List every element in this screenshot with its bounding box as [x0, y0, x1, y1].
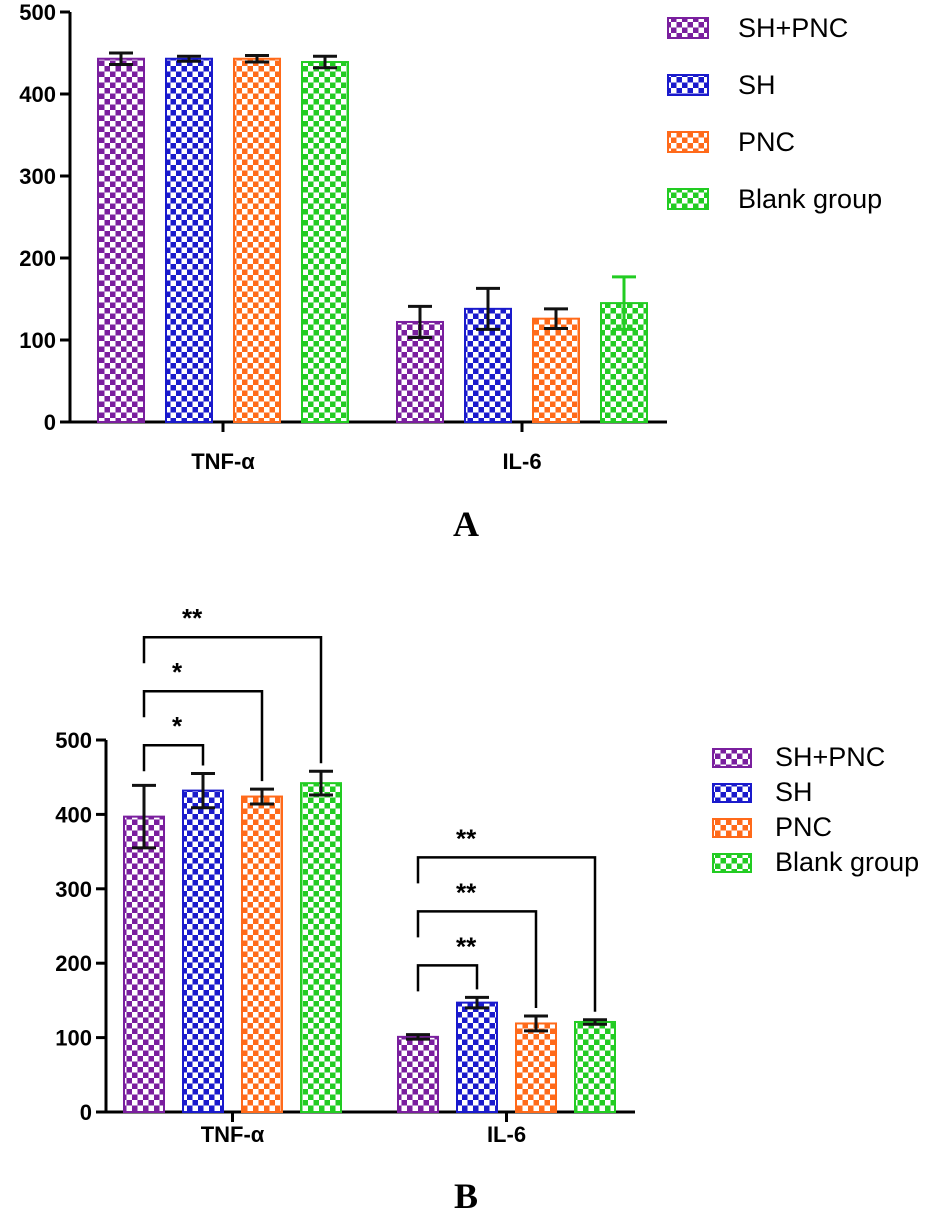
- panel-a-letter: A: [453, 504, 479, 544]
- category-label-tnf: TNF-α: [191, 449, 255, 474]
- legend-label-blank-group: Blank group: [738, 184, 882, 214]
- legend-label-sh-pnc: SH+PNC: [775, 742, 885, 772]
- y-tick-label: 500: [19, 0, 56, 25]
- bar-tnf-pnc: [233, 57, 281, 424]
- legend-label-sh: SH: [775, 777, 813, 807]
- legend-label-sh-pnc: SH+PNC: [738, 13, 848, 43]
- legend: SH+PNC SH PNC Blank group: [712, 742, 919, 877]
- bar-tnf-pnc: [241, 795, 283, 1113]
- y-tick-label: 400: [19, 82, 56, 107]
- legend-swatch-sh: [667, 74, 709, 96]
- bar-tnf-sh-pnc: [123, 815, 165, 1114]
- y-tick-label: 300: [19, 164, 56, 189]
- y-tick-label: 300: [55, 877, 92, 902]
- category-label-il-6: IL-6: [487, 1122, 526, 1147]
- bracket-line: [416, 910, 538, 1009]
- bracket-line: [142, 743, 205, 772]
- bar-il-6-pnc: [515, 1022, 557, 1113]
- legend-swatch-blank-group: [712, 853, 752, 873]
- legend-swatch-blank-group: [667, 188, 709, 210]
- bar-il-6-sh: [456, 1001, 498, 1114]
- y-tick-label: 400: [55, 802, 92, 827]
- bar-il-6-pnc: [532, 317, 580, 423]
- significance-bracket: *: [142, 711, 205, 772]
- bar-tnf-blank-group: [300, 782, 342, 1113]
- significance-label: **: [456, 877, 477, 907]
- y-tick-label: 500: [55, 728, 92, 753]
- significance-label: **: [456, 823, 477, 853]
- y-tick-label: 200: [19, 246, 56, 271]
- legend-label-pnc: PNC: [775, 812, 832, 842]
- bar-tnf-sh-pnc: [97, 57, 145, 424]
- category-label-tnf: TNF-α: [201, 1122, 265, 1147]
- legend-label-pnc: PNC: [738, 127, 795, 157]
- significance-bracket: **: [416, 931, 479, 992]
- bracket-line: [142, 689, 264, 782]
- bar-il-6-blank-group: [574, 1020, 616, 1114]
- y-tick-label: 0: [80, 1100, 92, 1125]
- bar-tnf-blank-group: [301, 61, 349, 424]
- category-label-il-6: IL-6: [502, 449, 541, 474]
- y-tick-label: 200: [55, 951, 92, 976]
- legend-label-blank-group: Blank group: [775, 847, 919, 877]
- bar-il-6-sh-pnc: [397, 1035, 439, 1113]
- legend-label-sh: SH: [738, 70, 776, 100]
- bar-tnf-sh: [165, 57, 213, 424]
- bracket-line: [416, 964, 479, 992]
- significance-label: **: [182, 603, 203, 633]
- significance-label: *: [172, 711, 183, 741]
- legend-swatch-pnc: [667, 131, 709, 153]
- legend-swatch-pnc: [712, 818, 752, 838]
- bar-tnf-sh: [182, 789, 224, 1113]
- significance-bracket: **: [142, 603, 323, 764]
- significance-label: **: [456, 931, 477, 961]
- significance-bracket: *: [142, 657, 264, 782]
- legend-swatch-sh-pnc: [712, 748, 752, 768]
- legend-swatch-sh: [712, 783, 752, 803]
- bracket-line: [142, 635, 323, 764]
- panel-a-chart: A 0 100 200 300 400 500 TNF-α IL-6 SH+PNC SH PNC Bl…: [19, 0, 882, 544]
- bracket-line: [416, 856, 597, 1012]
- y-tick-label: 0: [44, 410, 56, 435]
- y-tick-label: 100: [55, 1026, 92, 1051]
- significance-label: *: [172, 657, 183, 687]
- legend-swatch-sh-pnc: [667, 17, 709, 39]
- y-tick-label: 100: [19, 328, 56, 353]
- panel-b-letter: B: [454, 1176, 478, 1216]
- significance-bracket: **: [416, 877, 538, 1009]
- significance-bracket: **: [416, 823, 597, 1012]
- legend: SH+PNC SH PNC Blank group: [667, 13, 882, 214]
